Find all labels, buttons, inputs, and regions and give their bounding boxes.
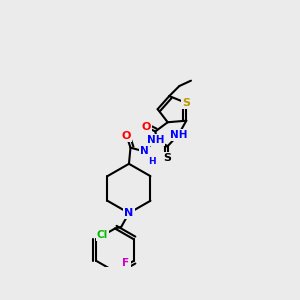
Text: O: O (153, 137, 162, 147)
Text: O: O (141, 122, 151, 132)
Text: NH: NH (170, 130, 187, 140)
Text: S: S (182, 98, 190, 108)
Text: NH: NH (147, 135, 164, 145)
Text: S: S (164, 153, 172, 163)
Text: N: N (140, 146, 149, 157)
Text: F: F (122, 258, 130, 268)
Text: N: N (124, 208, 134, 218)
Text: O: O (122, 131, 131, 141)
Text: H: H (148, 157, 156, 166)
Text: Cl: Cl (97, 230, 108, 240)
